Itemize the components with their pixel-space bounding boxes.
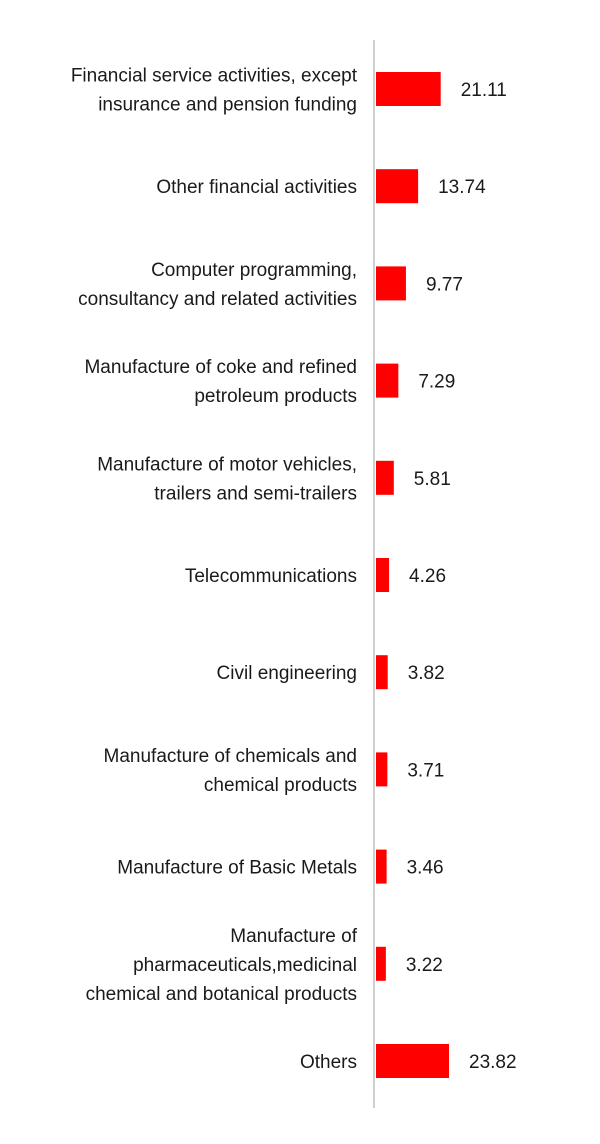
category-label-line: consultancy and related activities [78, 289, 357, 310]
category-label: Computer programming, consultancy and rel… [78, 260, 357, 310]
value-label: 4.26 [409, 566, 446, 587]
value-label: 23.82 [469, 1052, 517, 1073]
bar [376, 752, 388, 787]
category-label-line: Manufacture of motor vehicles, [97, 454, 357, 475]
category-label-line: petroleum products [194, 386, 357, 407]
category-label-line: Telecommunications [185, 566, 357, 587]
value-label: 3.71 [407, 760, 444, 781]
category-label: Financial service activities, except insu… [71, 66, 358, 116]
category-label-line: Manufacture of [230, 926, 357, 947]
category-label-line: insurance and pension funding [98, 95, 357, 116]
category-label-line: Manufacture of chemicals and [104, 746, 357, 767]
category-label-line: Other financial activities [156, 177, 357, 198]
bar [376, 558, 390, 592]
bar [376, 1044, 449, 1078]
category-label-line: Manufacture of coke and refined [84, 357, 357, 378]
value-label: 9.77 [426, 274, 463, 295]
category-label-line: Financial service activities, except [71, 66, 358, 87]
category-label: Others [300, 1052, 357, 1073]
category-label: Civil engineering [217, 663, 357, 684]
bar [376, 460, 394, 495]
category-label-line: Computer programming, [151, 260, 357, 281]
category-label: Manufacture of chemicals and chemical pro… [104, 746, 357, 796]
category-label-line: chemical products [204, 775, 357, 796]
category-label-line: Others [300, 1052, 357, 1073]
bar [376, 72, 441, 106]
category-label-line: Civil engineering [217, 663, 357, 684]
category-label-line: chemical and botanical products [86, 984, 357, 1005]
bar [376, 946, 386, 981]
value-label: 3.82 [408, 663, 445, 684]
bar [376, 266, 406, 301]
value-label: 21.11 [461, 80, 507, 101]
category-label: Other financial activities [156, 177, 357, 198]
category-label-line: trailers and semi-trailers [154, 483, 357, 504]
value-label: 3.46 [407, 858, 444, 879]
bar [376, 169, 419, 204]
category-label: Telecommunications [185, 566, 357, 587]
value-label: 5.81 [414, 469, 451, 490]
category-label: Manufacture of motor vehicles, trailers a… [97, 454, 357, 504]
category-label: Manufacture of pharmaceuticals,medicinal c… [86, 926, 358, 1005]
category-label-line: pharmaceuticals,medicinal [133, 955, 357, 976]
value-label: 7.29 [418, 372, 455, 393]
category-label-line: Manufacture of Basic Metals [117, 858, 357, 879]
bar [376, 655, 388, 690]
bar [376, 363, 399, 398]
category-label: Manufacture of coke and refined petroleum… [84, 357, 357, 407]
bar [376, 849, 387, 884]
category-label: Manufacture of Basic Metals [117, 858, 357, 879]
value-label: 13.74 [438, 177, 486, 198]
value-label: 3.22 [406, 955, 443, 976]
